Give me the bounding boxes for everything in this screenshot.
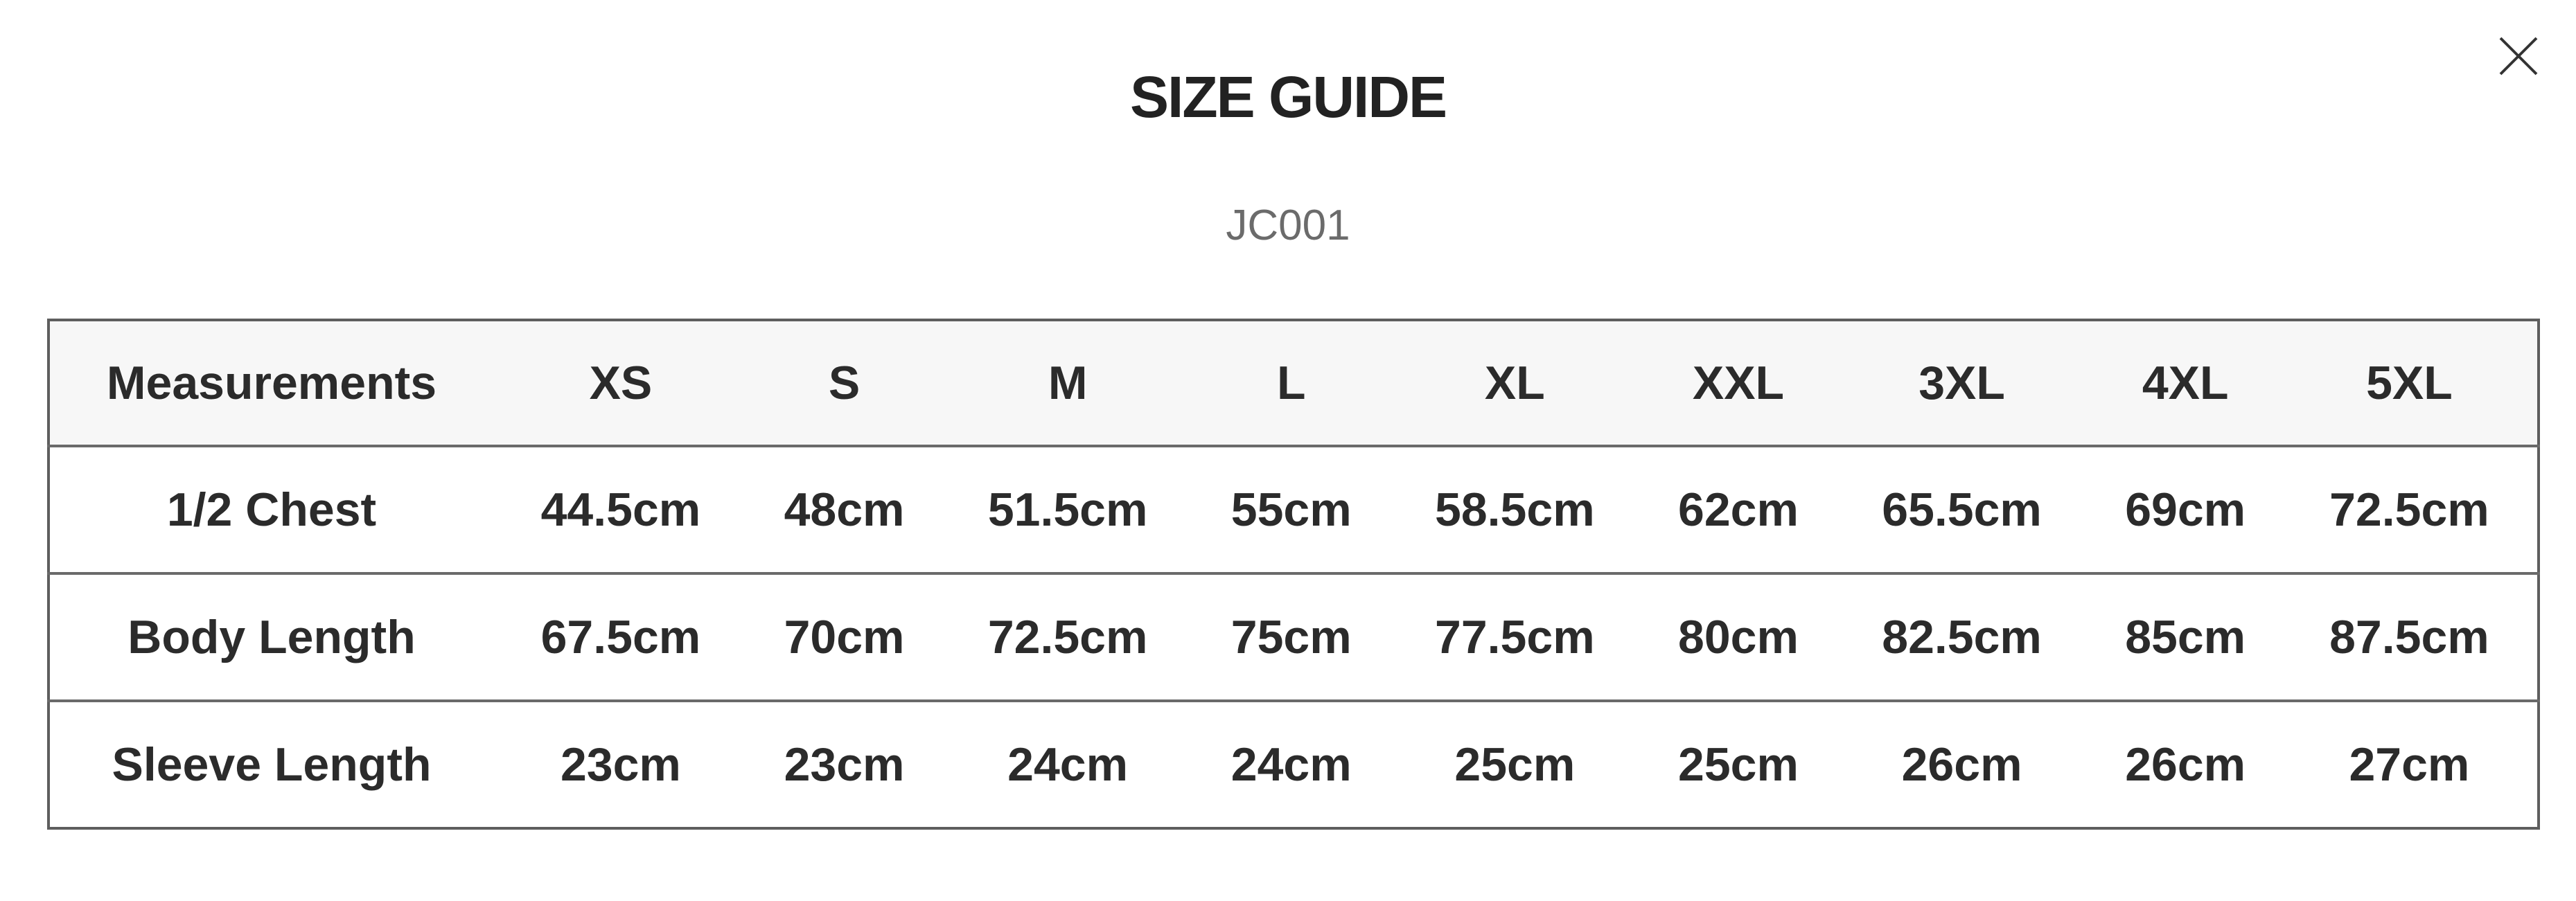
- measurement-cell: 23cm: [784, 738, 905, 791]
- measurement-cell: 67.5cm: [540, 611, 701, 663]
- measurement-cell: 55cm: [1230, 483, 1352, 536]
- measurement-cell: 77.5cm: [1435, 611, 1595, 663]
- size-guide-table: Measurements XS S M L XL XXL 3XL 4XL 5XL 1/2 Ches…: [47, 319, 2540, 830]
- close-x-icon: [2499, 37, 2538, 75]
- measurement-cell: 85cm: [2125, 611, 2246, 663]
- measurement-cell: 75cm: [1230, 611, 1352, 663]
- header-size: XS: [589, 357, 653, 409]
- measurement-cell: 87.5cm: [2329, 611, 2489, 663]
- measurement-cell: 72.5cm: [987, 611, 1148, 663]
- row-label: Body Length: [127, 611, 416, 663]
- product-code: JC001: [1226, 202, 1350, 249]
- measurement-cell: 62cm: [1678, 483, 1799, 536]
- measurement-cell: 48cm: [784, 483, 905, 536]
- close-button[interactable]: [2498, 36, 2539, 76]
- header-measurements: Measurements: [106, 357, 437, 409]
- row-label: 1/2 Chest: [166, 483, 377, 536]
- measurement-cell: 26cm: [2125, 738, 2246, 791]
- row-label: Sleeve Length: [112, 738, 432, 791]
- header-size: 5XL: [2366, 357, 2453, 409]
- measurement-cell: 24cm: [1007, 738, 1129, 791]
- measurement-cell: 25cm: [1454, 738, 1576, 791]
- measurement-cell: 44.5cm: [540, 483, 701, 536]
- measurement-cell: 82.5cm: [1882, 611, 2042, 663]
- dialog-title: SIZE GUIDE: [1129, 64, 1447, 130]
- measurement-cell: 24cm: [1230, 738, 1352, 791]
- measurement-cell: 27cm: [2349, 738, 2470, 791]
- measurement-cell: 25cm: [1678, 738, 1799, 791]
- table-header-row: Measurements XS S M L XL XXL 3XL 4XL 5XL: [48, 320, 2539, 446]
- header-size: 3XL: [1918, 357, 2005, 409]
- measurement-cell: 26cm: [1901, 738, 2022, 791]
- measurement-cell: 80cm: [1678, 611, 1799, 663]
- measurement-cell: 65.5cm: [1882, 483, 2042, 536]
- header-size: XL: [1484, 357, 1545, 409]
- measurement-cell: 23cm: [560, 738, 681, 791]
- measurement-cell: 51.5cm: [987, 483, 1148, 536]
- table-row: Sleeve Length 23cm 23cm 24cm 24cm 25cm 25cm 26c…: [48, 701, 2539, 828]
- table-row: Body Length 67.5cm 70cm 72.5cm 75cm 77.5cm 80c…: [48, 573, 2539, 701]
- measurement-cell: 69cm: [2125, 483, 2246, 536]
- table-row: 1/2 Chest 44.5cm 48cm 51.5cm 55cm 58.5cm 62cm 6…: [48, 446, 2539, 573]
- header-size: M: [1048, 357, 1088, 409]
- header-size: L: [1276, 357, 1306, 409]
- header-size: 4XL: [2142, 357, 2229, 409]
- measurement-cell: 58.5cm: [1435, 483, 1595, 536]
- measurement-cell: 72.5cm: [2329, 483, 2489, 536]
- header-size: S: [828, 357, 861, 409]
- measurement-cell: 70cm: [784, 611, 905, 663]
- header-size: XXL: [1692, 357, 1785, 409]
